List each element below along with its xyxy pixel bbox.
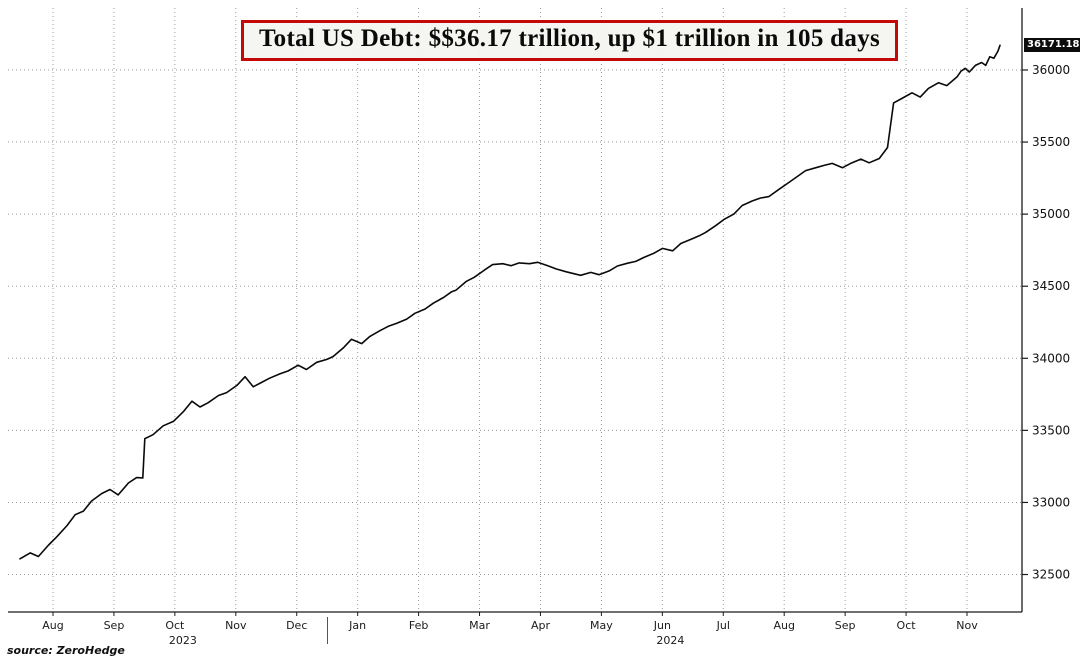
x-axis-month-label: Mar <box>469 619 490 632</box>
x-axis-month-label: Aug <box>42 619 63 632</box>
source-label: source: ZeroHedge <box>7 644 125 657</box>
x-axis-year-label: 2023 <box>169 634 197 647</box>
last-value-badge: 36171.18 <box>1024 38 1080 52</box>
x-axis-month-label: Jan <box>348 619 366 632</box>
x-axis-month-label: Oct <box>165 619 185 632</box>
x-axis-year-label: 2024 <box>656 634 684 647</box>
chart-title-box: Total US Debt: $$36.17 trillion, up $1 t… <box>241 20 899 61</box>
svg-text:35500: 35500 <box>1032 135 1070 149</box>
svg-text:36000: 36000 <box>1032 63 1070 77</box>
x-axis-month-label: Aug <box>773 619 794 632</box>
svg-text:34000: 34000 <box>1032 351 1070 365</box>
svg-text:34500: 34500 <box>1032 279 1070 293</box>
x-axis-month-label: Nov <box>225 619 247 632</box>
svg-text:33500: 33500 <box>1032 423 1070 437</box>
x-axis-month-label: Nov <box>956 619 978 632</box>
x-axis-month-label: Jun <box>653 619 671 632</box>
svg-text:35000: 35000 <box>1032 207 1070 221</box>
svg-text:32500: 32500 <box>1032 568 1070 582</box>
x-axis-month-label: May <box>590 619 613 632</box>
x-axis-month-label: Jul <box>716 619 730 632</box>
x-axis-month-label: Sep <box>104 619 125 632</box>
svg-text:33000: 33000 <box>1032 495 1070 509</box>
x-axis-month-label: Oct <box>897 619 917 632</box>
chart-title: Total US Debt: $$36.17 trillion, up $1 t… <box>259 25 881 52</box>
x-axis-month-label: Dec <box>286 619 307 632</box>
x-axis-month-label: Apr <box>531 619 551 632</box>
x-axis-month-label: Feb <box>409 619 428 632</box>
x-axis-month-label: Sep <box>835 619 856 632</box>
